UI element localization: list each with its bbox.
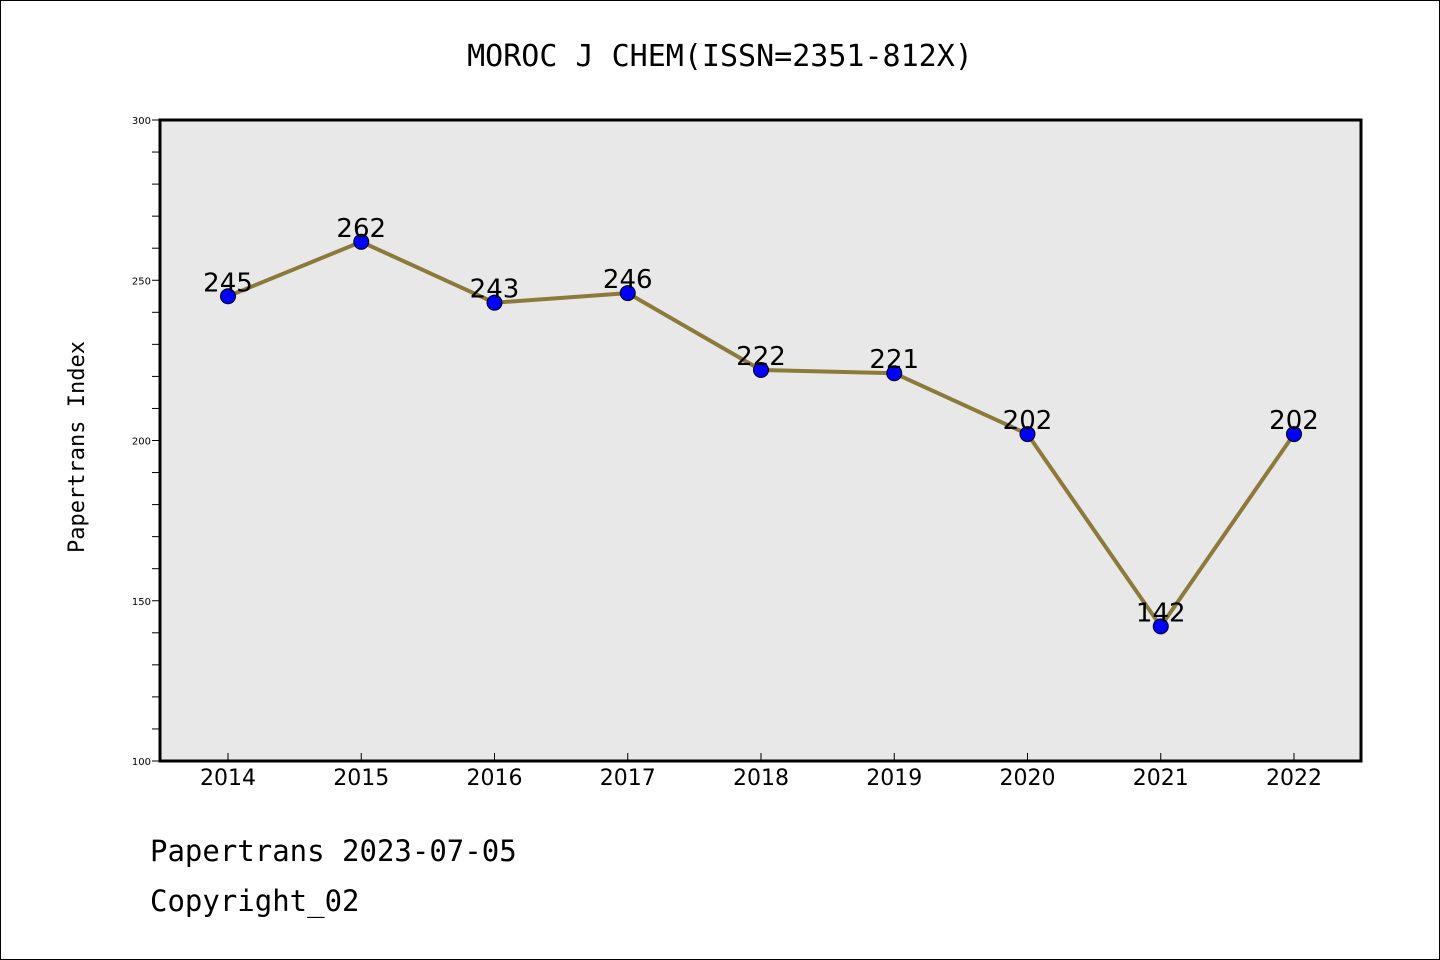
y-tick-label: 200	[132, 437, 151, 448]
x-tick-label: 2022	[1266, 766, 1322, 791]
y-tick-label: 250	[132, 276, 151, 287]
data-labels: 245 262 243 246 222 221 202 142 202	[203, 214, 1319, 629]
data-label: 262	[336, 214, 386, 244]
data-point-marker	[1152, 618, 1169, 635]
data-label: 246	[603, 265, 653, 295]
data-point-marker	[1286, 426, 1302, 443]
data-point-marker	[753, 361, 769, 378]
x-tick-label: 2017	[600, 766, 656, 791]
data-point-marker	[220, 288, 236, 305]
y-tick-label: 100	[132, 757, 151, 768]
y-axis-label: Papertrans Index	[65, 341, 90, 553]
data-point-marker	[353, 233, 370, 250]
plot-border	[158, 118, 1363, 763]
x-tick-label: 2019	[866, 766, 922, 791]
data-label: 222	[736, 342, 786, 372]
data-point-marker	[1019, 426, 1036, 443]
data-point-marker	[886, 365, 903, 382]
x-tick-label: 2021	[1133, 766, 1189, 791]
data-label: 245	[203, 268, 253, 298]
x-tick-label: 2016	[467, 766, 523, 791]
y-tick-label: 300	[132, 116, 151, 127]
data-markers	[220, 233, 1302, 635]
x-tick-label: 2020	[1000, 766, 1056, 791]
footer-copyright-text: Copyright_02	[150, 884, 360, 918]
data-label: 243	[470, 275, 520, 305]
data-label: 202	[1269, 406, 1319, 436]
plot-area	[160, 120, 1361, 761]
x-tick-label: 2018	[733, 766, 789, 791]
data-point-marker	[619, 285, 636, 302]
y-axis-ticks: 100 150 200 250 300	[132, 116, 160, 768]
footer-date-text: Papertrans 2023-07-05	[150, 834, 517, 868]
data-label: 142	[1136, 598, 1186, 628]
x-axis-ticks: 2014 2015 2016 2017 2018 2019 2020 2021 2022	[200, 753, 1322, 791]
data-point-marker	[486, 294, 503, 311]
x-tick-label: 2014	[200, 766, 256, 791]
data-label: 202	[1003, 406, 1053, 436]
data-label: 221	[869, 345, 919, 375]
x-tick-label: 2015	[333, 766, 389, 791]
chart-title: MOROC J CHEM(ISSN=2351-812X)	[467, 39, 973, 74]
y-tick-label: 150	[132, 597, 151, 608]
